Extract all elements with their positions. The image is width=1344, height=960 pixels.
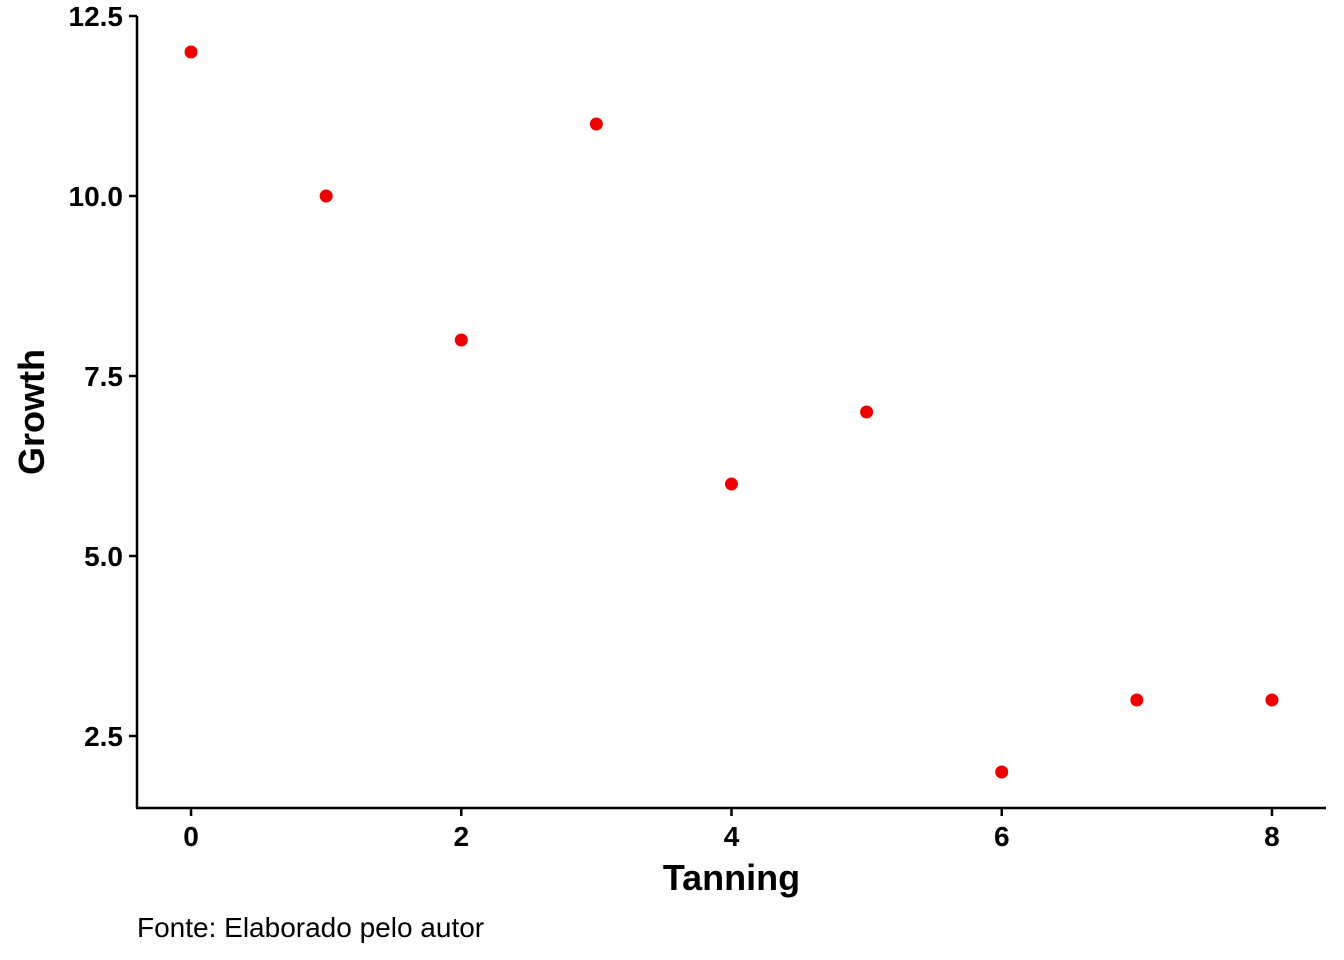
x-tick-label: 8 bbox=[1264, 821, 1280, 852]
data-point bbox=[589, 117, 603, 131]
data-point bbox=[319, 189, 333, 203]
chart-caption: Fonte: Elaborado pelo autor bbox=[137, 912, 484, 943]
x-axis-title: Tanning bbox=[663, 857, 800, 898]
data-point bbox=[454, 333, 468, 347]
data-point bbox=[184, 45, 198, 59]
data-point bbox=[1265, 693, 1279, 707]
y-axis-ticks: 2.5 5.0 7.5 10.0 12.5 bbox=[69, 1, 137, 752]
data-point bbox=[1130, 693, 1144, 707]
x-axis-ticks: 0 2 4 6 8 bbox=[183, 808, 1280, 852]
y-tick-label: 10.0 bbox=[69, 181, 124, 212]
x-tick-label: 6 bbox=[994, 821, 1010, 852]
y-tick-label: 2.5 bbox=[84, 721, 123, 752]
data-point bbox=[860, 405, 874, 419]
x-tick-label: 2 bbox=[453, 821, 469, 852]
y-tick-label: 7.5 bbox=[84, 361, 123, 392]
x-tick-label: 0 bbox=[183, 821, 199, 852]
y-tick-label: 5.0 bbox=[84, 541, 123, 572]
y-tick-label: 12.5 bbox=[69, 1, 124, 32]
y-axis-title: Growth bbox=[11, 349, 52, 475]
x-tick-label: 4 bbox=[724, 821, 740, 852]
data-point bbox=[725, 477, 738, 491]
data-points bbox=[184, 45, 1279, 779]
data-point bbox=[995, 765, 1009, 779]
